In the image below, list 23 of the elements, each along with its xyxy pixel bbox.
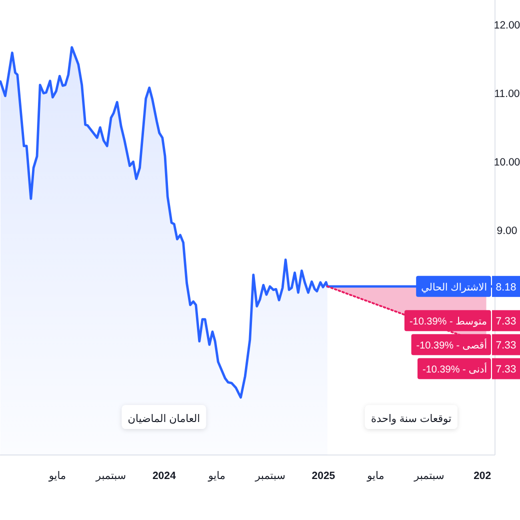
x-tick-label: سبتمبر: [254, 470, 286, 482]
legend-label: الاشتراك الحالي: [421, 282, 487, 294]
y-tick-label: 11.00: [494, 88, 520, 100]
x-tick-label: مايو: [366, 470, 384, 482]
data-label: 8.18: [496, 281, 516, 294]
y-tick-label: 9.00: [496, 225, 518, 238]
data-label: 7.33: [496, 340, 516, 352]
legend-label: -10.39% - متوسط: [409, 316, 487, 328]
x-tick-label: سبتمبر: [413, 470, 444, 482]
x-tick-label: 2024: [152, 470, 176, 482]
y-tick-label: 10.00: [494, 156, 520, 169]
annotation: توقعات سنة واحدة: [370, 413, 452, 425]
x-tick-label: مايو: [207, 470, 226, 482]
x-tick-label: 2025: [312, 470, 336, 482]
legend-label: -10.39% - أدنى: [422, 362, 488, 376]
annotation: العامان الماضيان: [128, 413, 200, 425]
legend-label: -10.39% - أقصى: [416, 338, 488, 352]
y-tick-label: 12.00: [494, 20, 520, 32]
data-label: 7.33: [496, 364, 516, 376]
data-label: 7.33: [496, 316, 516, 328]
x-tick-label: مايو: [48, 470, 66, 482]
x-tick-label: 202: [474, 470, 492, 482]
x-tick-label: سبتمبر: [94, 470, 126, 482]
